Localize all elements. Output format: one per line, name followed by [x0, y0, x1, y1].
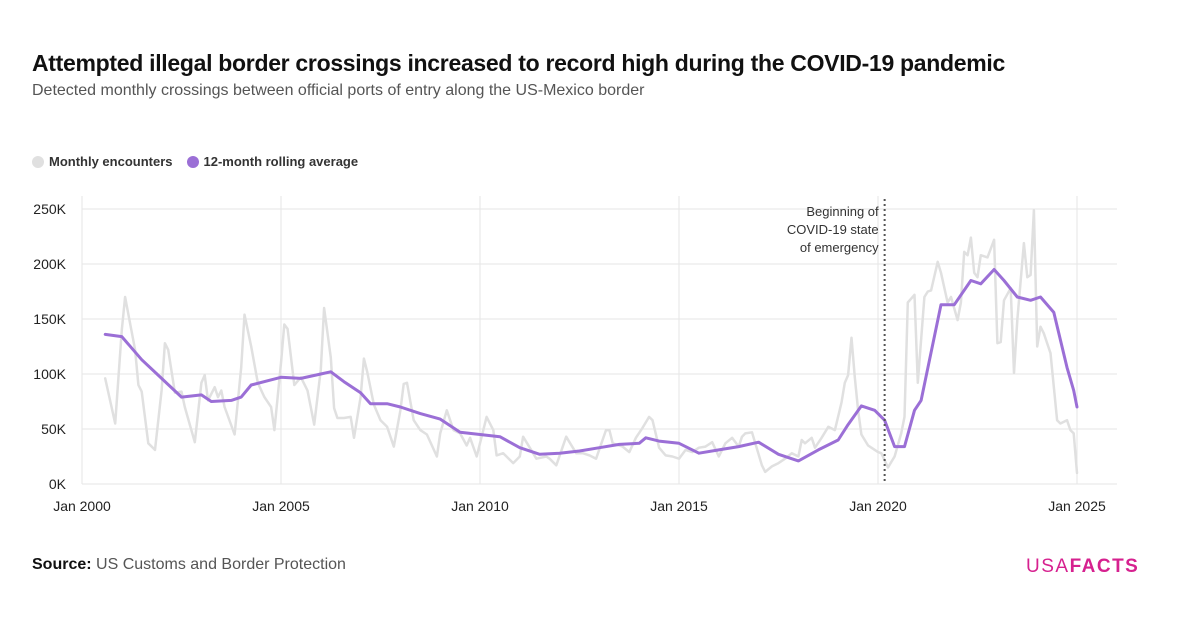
x-tick-label: Jan 2005	[252, 498, 310, 514]
y-tick-label: 0K	[49, 476, 67, 492]
x-tick-label: Jan 2020	[849, 498, 907, 514]
source-text: US Customs and Border Protection	[96, 556, 346, 573]
chart-title: Attempted illegal border crossings incre…	[32, 50, 1006, 76]
legend-label-rolling: 12-month rolling average	[203, 154, 359, 169]
legend-item-rolling: 12-month rolling average	[186, 154, 359, 169]
legend-item-monthly: Monthly encounters	[32, 154, 173, 169]
usafacts-logo: USAFACTS	[1026, 556, 1139, 578]
covid-annotation-text: COVID-19 state	[787, 222, 879, 237]
logo-facts: FACTS	[1069, 556, 1140, 577]
legend-swatch-rolling	[186, 155, 199, 168]
y-tick-label: 200K	[33, 256, 66, 272]
source-label: Source:	[32, 556, 92, 573]
source-note: Source: US Customs and Border Protection	[32, 556, 346, 574]
y-tick-label: 250K	[33, 201, 66, 217]
y-tick-label: 50K	[41, 421, 67, 437]
y-tick-label: 100K	[33, 366, 66, 382]
covid-annotation-text: Beginning of	[806, 204, 879, 219]
legend-label-monthly: Monthly encounters	[49, 154, 173, 169]
legend-swatch-monthly	[32, 155, 44, 168]
x-tick-label: Jan 2010	[451, 498, 509, 514]
y-tick-label: 150K	[33, 311, 66, 327]
x-tick-label: Jan 2025	[1048, 498, 1106, 514]
x-tick-label: Jan 2015	[650, 498, 708, 514]
chart-subtitle: Detected monthly crossings between offic…	[32, 82, 645, 99]
monthly-encounters-line	[103, 208, 1079, 475]
legend: Monthly encounters 12-month rolling aver…	[32, 154, 358, 169]
x-tick-label: Jan 2000	[53, 498, 111, 514]
rolling-average-line	[103, 268, 1079, 463]
logo-usa: USA	[1026, 556, 1070, 577]
covid-annotation-text: of emergency	[800, 240, 879, 255]
